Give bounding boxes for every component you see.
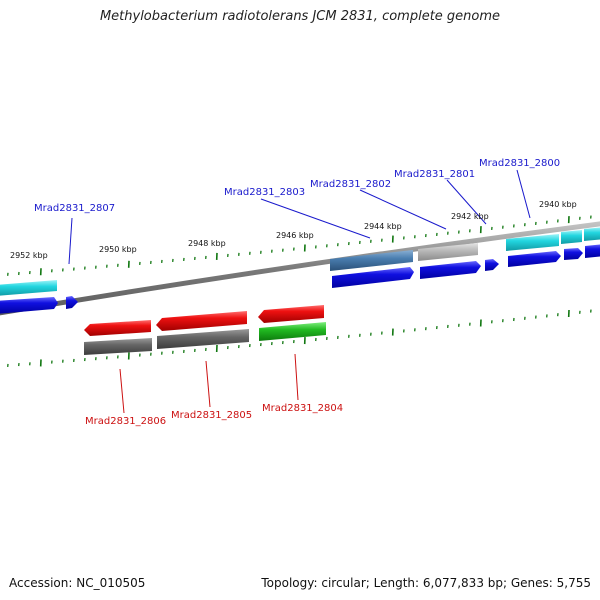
reverse-gene-labels: Mrad2831_2806 Mrad2831_2805 Mrad2831_280… (85, 403, 343, 427)
feature-block[interactable] (561, 230, 582, 244)
cds-arrow[interactable] (485, 259, 499, 271)
feature-block[interactable] (259, 322, 326, 341)
leader-line (446, 179, 487, 225)
forward-leader-lines (68, 169, 531, 265)
cds-arrow[interactable] (508, 251, 561, 267)
scale-label: 2952 kbp (10, 251, 48, 260)
gene-label-mrad2831-2800[interactable]: Mrad2831_2800 (479, 158, 560, 169)
feature-block[interactable] (0, 280, 57, 296)
feature-block[interactable] (157, 329, 249, 349)
feature-block[interactable] (84, 338, 152, 355)
cds-arrow[interactable] (258, 305, 324, 323)
leader-line (359, 189, 447, 230)
leader-line (516, 169, 531, 219)
gene-label-mrad2831-2805[interactable]: Mrad2831_2805 (171, 410, 252, 421)
scale-labels: 2952 kbp 2950 kbp 2948 kbp 2946 kbp 2944… (10, 200, 577, 260)
feature-block[interactable] (418, 243, 478, 261)
scale-label: 2944 kbp (364, 222, 402, 231)
gene-label-mrad2831-2804[interactable]: Mrad2831_2804 (262, 403, 343, 414)
cds-arrow[interactable] (564, 248, 583, 260)
cds-arrow[interactable] (585, 244, 600, 258)
cds-arrow[interactable] (420, 261, 481, 279)
scale-ticks-upper (7, 215, 592, 276)
feature-block[interactable] (506, 234, 559, 251)
cds-arrow[interactable] (332, 267, 414, 288)
leader-line (260, 198, 371, 239)
cds-arrow[interactable] (0, 297, 58, 314)
scale-ticks-lower (7, 309, 592, 367)
genome-summary-text: Topology: circular; Length: 6,077,833 bp… (261, 576, 591, 590)
gene-label-mrad2831-2802[interactable]: Mrad2831_2802 (310, 179, 391, 190)
cds-arrow[interactable] (66, 296, 78, 309)
cds-arrow[interactable] (84, 320, 151, 336)
leader-line (68, 217, 73, 265)
scale-label: 2948 kbp (188, 239, 226, 248)
gene-label-mrad2831-2803[interactable]: Mrad2831_2803 (224, 187, 305, 198)
reverse-feature-track (84, 322, 326, 355)
gene-label-mrad2831-2807[interactable]: Mrad2831_2807 (34, 203, 115, 214)
scale-label: 2942 kbp (451, 212, 489, 221)
gene-label-mrad2831-2801[interactable]: Mrad2831_2801 (394, 169, 475, 180)
leader-line (205, 360, 211, 408)
scale-label: 2940 kbp (539, 200, 577, 209)
scale-label: 2950 kbp (99, 245, 137, 254)
accession-text: Accession: NC_010505 (9, 576, 146, 590)
scale-label: 2946 kbp (276, 231, 314, 240)
leader-line (119, 368, 125, 414)
map-title: Methylobacterium radiotolerans JCM 2831,… (99, 9, 501, 24)
genome-backbone (0, 221, 600, 316)
forward-feature-track (0, 227, 600, 296)
feature-block[interactable] (330, 250, 413, 271)
forward-gene-labels: Mrad2831_2807 Mrad2831_2803 Mrad2831_280… (34, 158, 560, 214)
reverse-leader-lines (119, 353, 299, 414)
leader-line (294, 353, 299, 401)
cds-arrow[interactable] (156, 311, 247, 331)
gene-label-mrad2831-2806[interactable]: Mrad2831_2806 (85, 416, 166, 427)
reverse-cds-track (84, 305, 324, 336)
forward-cds-track (0, 244, 600, 314)
feature-block[interactable] (584, 227, 600, 241)
